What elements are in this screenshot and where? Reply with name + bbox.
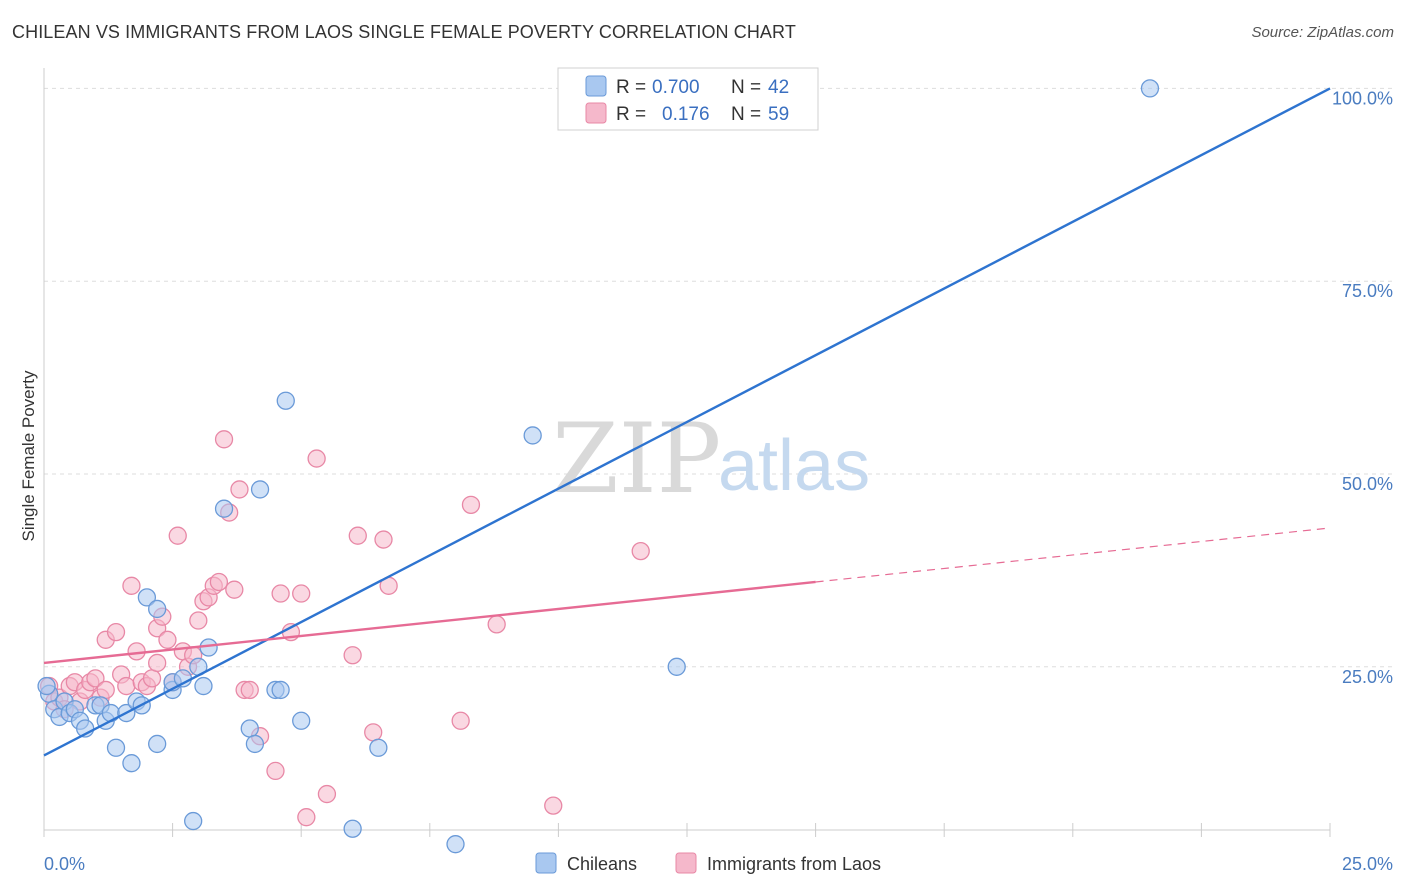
laos-point-50 <box>348 526 367 545</box>
laos-point-42 <box>266 761 285 781</box>
y-tick-labels: 25.0% 50.0% 75.0% 100.0% <box>1332 88 1393 686</box>
chileans-point-17 <box>137 588 157 607</box>
stats-legend: R = 0.700 N = 42 R = 0.176 N = 59 <box>557 67 819 131</box>
laos-point-24 <box>158 630 177 649</box>
legend-n-label-chileans: N = <box>731 77 761 98</box>
legend-swatch-laos <box>585 102 607 124</box>
chileans-point-14 <box>122 754 141 773</box>
laos-point-35 <box>214 430 234 449</box>
chileans-point-25 <box>194 676 213 696</box>
laos-point-54 <box>451 711 470 730</box>
trend-lines <box>43 87 1331 757</box>
chileans-point-29 <box>245 734 265 754</box>
chileans-point-30 <box>250 480 270 499</box>
laos-point-20 <box>142 669 162 688</box>
laos-point-45 <box>292 584 311 603</box>
y-tick-label-25: 25.0% <box>1342 667 1393 687</box>
series-legend: Chileans Immigrants from Laos <box>535 852 881 874</box>
chileans-point-40 <box>1140 79 1160 98</box>
chileans-point-12 <box>106 738 126 757</box>
chileans-point-41 <box>37 676 56 696</box>
laos-point-9 <box>86 669 105 688</box>
watermark-atlas: atlas <box>718 426 870 506</box>
laos-point-17 <box>127 642 146 661</box>
laos-point-43 <box>271 584 290 603</box>
legend-r-value-laos: 0.176 <box>662 104 710 125</box>
chileans-point-38 <box>523 426 542 445</box>
x-tick-label-min: 0.0% <box>44 854 85 874</box>
watermark-zip: ZIP <box>552 403 721 515</box>
laos-point-11 <box>96 680 115 700</box>
laos-point-16 <box>122 576 141 595</box>
chileans-point-19 <box>148 599 167 619</box>
legend-n-value-laos: 59 <box>768 104 789 125</box>
chileans-point-26 <box>199 638 218 657</box>
legend-r-value-chileans: 0.700 <box>652 77 700 98</box>
laos-point-26 <box>168 526 187 545</box>
gridlines <box>44 87 1393 668</box>
chileans-trend-line <box>43 87 1331 757</box>
legend-n-value-chileans: 42 <box>768 77 789 98</box>
laos-point-49 <box>343 646 362 665</box>
chileans-point-37 <box>446 835 465 854</box>
y-tick-label-75: 75.0% <box>1342 281 1393 301</box>
chileans-point-35 <box>343 819 362 838</box>
chart-title: CHILEAN VS IMMIGRANTS FROM LAOS SINGLE F… <box>12 22 796 42</box>
laos-point-48 <box>317 784 337 804</box>
legend-r-label-laos: R = <box>616 104 646 125</box>
laos-point-40 <box>240 680 259 700</box>
chileans-point-39 <box>667 657 686 676</box>
y-axis-label: Single Female Poverty <box>19 370 38 542</box>
laos-point-56 <box>487 615 506 634</box>
bottom-legend-label-laos: Immigrants from Laos <box>707 854 881 874</box>
source-label: Source: ZipAtlas.com <box>1251 24 1394 41</box>
laos-point-52 <box>374 530 393 549</box>
chileans-point-33 <box>276 391 295 410</box>
laos-trend-line <box>43 580 816 665</box>
legend-swatch-chileans <box>585 75 607 97</box>
x-axis-ticks <box>43 823 1331 837</box>
series-chileans-points <box>37 79 1160 854</box>
chileans-point-36 <box>369 738 388 757</box>
chileans-point-34 <box>292 711 311 730</box>
bottom-legend-label-chileans: Chileans <box>567 854 637 874</box>
chileans-point-32 <box>271 680 290 700</box>
laos-point-46 <box>297 808 316 827</box>
legend-n-label-laos: N = <box>731 104 761 125</box>
laos-point-57 <box>544 796 563 815</box>
laos-point-58 <box>631 541 650 561</box>
laos-point-34 <box>209 572 229 592</box>
laos-point-47 <box>307 449 326 468</box>
laos-point-38 <box>230 480 249 499</box>
laos-point-51 <box>364 723 383 742</box>
chileans-point-27 <box>214 499 234 518</box>
bottom-legend-swatch-chileans <box>535 852 557 874</box>
laos-point-37 <box>225 580 244 599</box>
laos-point-13 <box>106 622 126 642</box>
chileans-point-23 <box>184 811 203 831</box>
laos-trend-line-extension <box>815 527 1331 583</box>
laos-point-55 <box>461 495 481 514</box>
chileans-point-28 <box>240 719 259 738</box>
laos-point-30 <box>189 611 208 630</box>
legend-r-label-chileans: R = <box>616 77 646 98</box>
y-tick-label-100: 100.0% <box>1332 88 1393 108</box>
y-tick-label-50: 50.0% <box>1342 474 1393 494</box>
bottom-legend-swatch-laos <box>675 852 697 874</box>
chileans-point-18 <box>148 734 167 754</box>
laos-point-15 <box>117 676 136 696</box>
laos-point-21 <box>148 653 167 673</box>
x-tick-label-max: 25.0% <box>1342 854 1393 874</box>
